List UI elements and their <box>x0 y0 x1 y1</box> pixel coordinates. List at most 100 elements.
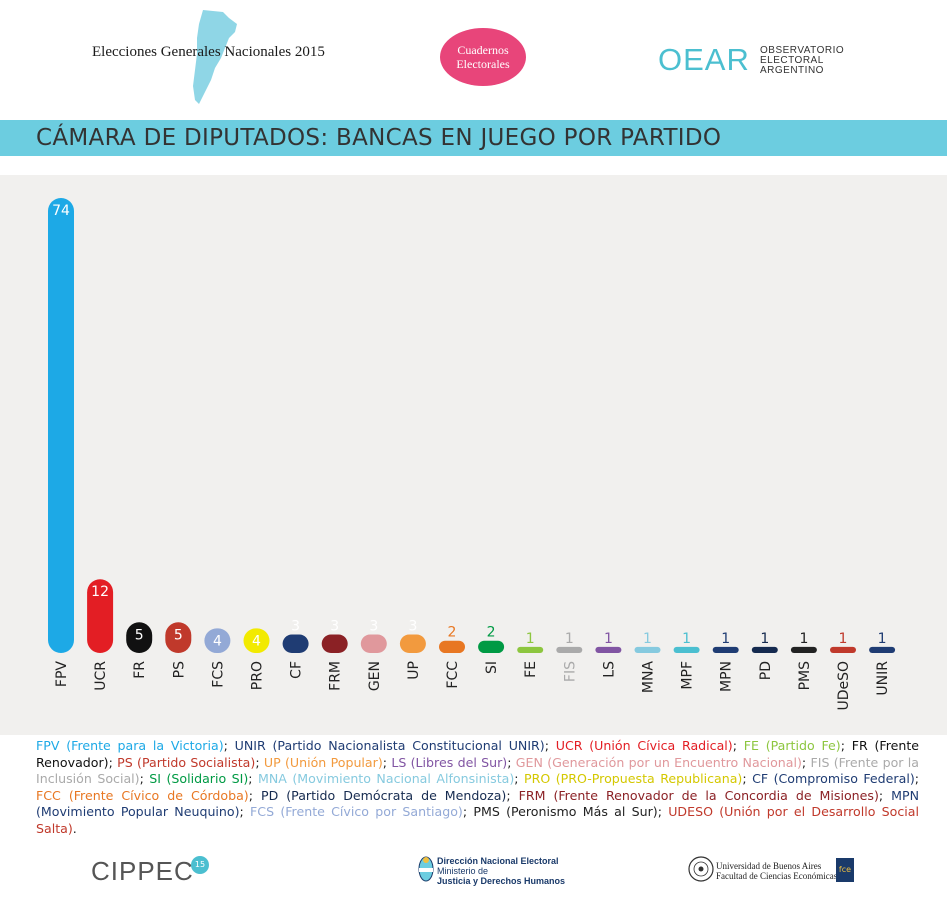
value-label-fe: 1 <box>526 631 535 647</box>
bar-mpn <box>712 646 739 653</box>
legend-entry: ; <box>239 804 251 820</box>
legend-entry: UP (Unión Popular) <box>263 754 383 770</box>
legend-entry: PMS (Peronismo Más al Sur) <box>473 804 658 820</box>
value-label-fr: 5 <box>135 627 144 643</box>
org-line2: ELECTORAL <box>760 55 824 66</box>
legend-entry: UNIR (Partido Nacionalista Constituciona… <box>234 738 545 753</box>
bar-unir <box>869 646 896 653</box>
tick-label-fr: FR <box>132 661 148 679</box>
legend-entry: ; <box>742 771 753 787</box>
bar-chart: 74FPV12UCR5FR5PS4FCS4PRO3CF3FRM3GEN3UP2F… <box>48 198 896 711</box>
value-label-gen: 3 <box>369 619 378 635</box>
legend-entry: ; <box>914 771 919 787</box>
value-label-fpv: 74 <box>52 203 70 219</box>
legend-entry: ; <box>878 787 892 803</box>
legend-entry: FR (Frente Renovador) <box>36 738 920 770</box>
bar-pro <box>243 628 270 653</box>
legend-entry: UDESO (Unión por el Desarrollo Social Sa… <box>36 804 920 836</box>
legend-entry: GEN (Generación por un Encuentro Naciona… <box>515 754 802 770</box>
legend-entry: FPV (Frente para la Victoria) <box>36 738 224 753</box>
bar-up <box>399 634 426 653</box>
legend-entry: ; <box>108 754 118 770</box>
bar-fcc <box>439 640 465 653</box>
dne-line2: Ministerio de <box>437 866 489 876</box>
legend-entry: . <box>72 820 77 836</box>
bar-si <box>478 640 505 653</box>
legend-entry: ; <box>840 738 852 753</box>
cippec-badge: 15 <box>191 856 209 874</box>
bar-cf <box>282 634 309 653</box>
tick-label-gen: GEN <box>367 661 383 691</box>
value-label-frm: 3 <box>330 619 339 635</box>
party-legend: FPV (Frente para la Victoria); UNIR (Par… <box>36 738 919 838</box>
chart-area <box>0 175 947 735</box>
value-label-mna: 1 <box>643 631 652 647</box>
legend-entry: FCS (Frente Cívico por Santiago) <box>250 804 463 820</box>
dne-line3: Justicia y Derechos Humanos <box>437 876 566 886</box>
tick-label-cf: CF <box>289 661 305 679</box>
legend-entry: FE (Partido Fe) <box>743 738 841 753</box>
tick-label-mpn: MPN <box>719 661 735 692</box>
legend-entry: MPN (Movimiento Popular Neuquino) <box>36 787 920 820</box>
legend-entry: ; <box>382 754 392 770</box>
value-label-mpf: 1 <box>682 631 691 647</box>
tick-label-mna: MNA <box>641 661 657 694</box>
tick-label-frm: FRM <box>328 661 344 691</box>
legend-entry: CF (Compromiso Federal) <box>752 771 915 787</box>
tick-label-fis: FIS <box>562 661 578 682</box>
value-label-fis: 1 <box>565 631 574 647</box>
bar-ps <box>165 622 192 653</box>
bar-frm <box>321 634 348 653</box>
tick-label-pms: PMS <box>797 661 813 691</box>
cuadernos-badge: Cuadernos Electorales <box>440 28 526 86</box>
value-label-ps: 5 <box>174 627 183 643</box>
fce-logo: fce <box>836 858 854 882</box>
legend-entry: ; <box>544 738 556 753</box>
legend-entry: PRO (PRO-Propuesta Republicana) <box>524 771 743 787</box>
value-label-fcc: 2 <box>448 625 457 641</box>
oear-logo: OEAR <box>658 42 750 77</box>
value-label-ls: 1 <box>604 631 613 647</box>
tick-label-up: UP <box>406 661 422 680</box>
dne-logo-text: Dirección Nacional Electoral Ministerio … <box>437 856 565 886</box>
legend-entry: ; <box>801 754 811 770</box>
value-label-up: 3 <box>408 619 417 635</box>
bar-mna <box>634 646 661 653</box>
tick-label-fe: FE <box>523 661 539 678</box>
legend-entry: LS (Libres del Sur) <box>391 754 508 770</box>
legend-entry: ; <box>248 787 261 803</box>
legend-entry: FIS (Frente por la Inclusión Social) <box>36 754 920 787</box>
badge-line1: Cuadernos <box>457 43 509 57</box>
legend-entry: PD (Partido Demócrata de Mendoza) <box>260 787 507 803</box>
legend-entry: ; <box>255 754 264 770</box>
value-label-pd: 1 <box>760 631 769 647</box>
legend-entry: PS (Partido Socialista) <box>117 754 256 770</box>
uba-line2: Facultad de Ciencias Económicas <box>716 871 838 881</box>
argentina-map-icon <box>193 10 237 104</box>
legend-entry: SI (Solidario SI) <box>149 771 249 787</box>
uba-seal-icon <box>688 856 714 882</box>
legend-entry: FRM (Frente Renovador de la Concordia de… <box>518 787 879 803</box>
tick-label-si: SI <box>484 661 500 674</box>
bar-fr <box>126 622 153 653</box>
tick-label-udeso: UDeSO <box>836 661 852 711</box>
chart-title: CÁMARA DE DIPUTADOS: BANCAS EN JUEGO POR… <box>36 125 722 151</box>
value-label-fcs: 4 <box>213 633 222 649</box>
bar-fis <box>556 646 583 653</box>
cippec-logo: CIPPEC <box>91 856 194 886</box>
legend-entry: ; <box>732 738 744 753</box>
bar-fe <box>517 646 544 653</box>
bar-udeso <box>830 646 856 653</box>
org-line1: OBSERVATORIO <box>760 45 845 56</box>
tick-label-fpv: FPV <box>54 661 70 687</box>
tick-label-mpf: MPF <box>680 661 696 690</box>
legend-entry: ; <box>462 804 474 820</box>
legend-entry: FCC (Frente Cívico de Córdoba) <box>36 787 249 803</box>
value-label-ucr: 12 <box>91 584 109 600</box>
legend-entry: ; <box>223 738 235 753</box>
bar-fcs <box>204 628 231 653</box>
argentina-shield-icon <box>418 856 434 882</box>
legend-entry: ; <box>506 787 519 803</box>
legend-entry: UCR (Unión Cívica Radical) <box>555 738 733 753</box>
bar-ucr <box>87 579 114 653</box>
